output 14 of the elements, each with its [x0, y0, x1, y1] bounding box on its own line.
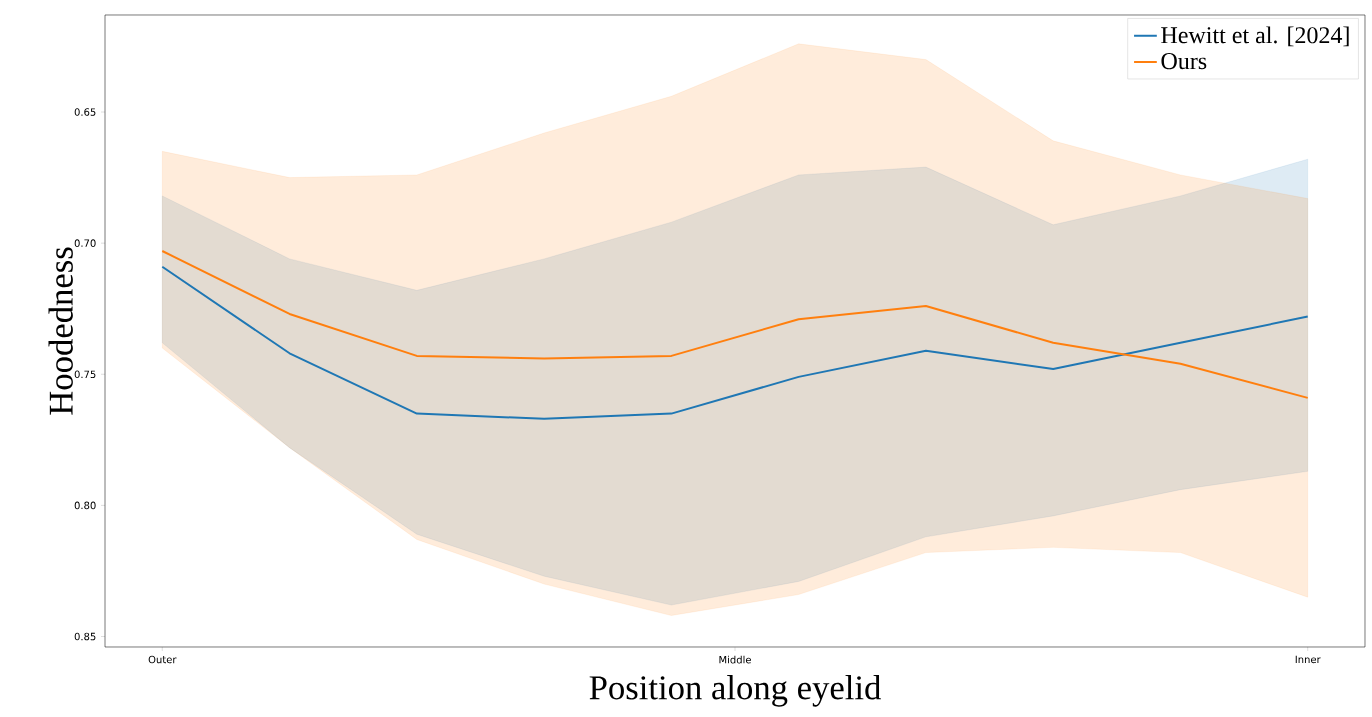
y-tick-label: 0.70	[74, 239, 96, 247]
line-series	[161, 265, 1309, 420]
y-tick-label: 0.80	[74, 501, 96, 510]
line-series	[161, 250, 1309, 399]
y-axis-title: Hoodedness	[48, 247, 73, 415]
y-tick-label: 0.85	[74, 632, 96, 641]
y-tick-label: 0.65	[74, 108, 96, 116]
legend-label: Ours	[1161, 53, 1207, 70]
x-tick-label: Inner	[1295, 655, 1321, 664]
y-tick-label: 0.75	[74, 370, 96, 379]
text: Middle	[719, 655, 751, 664]
x-tick-label: Outer	[148, 655, 177, 664]
x-axis-title: Position along eyelid	[589, 675, 881, 707]
legend-label: Hewitt et al. [2024]	[1161, 26, 1349, 47]
